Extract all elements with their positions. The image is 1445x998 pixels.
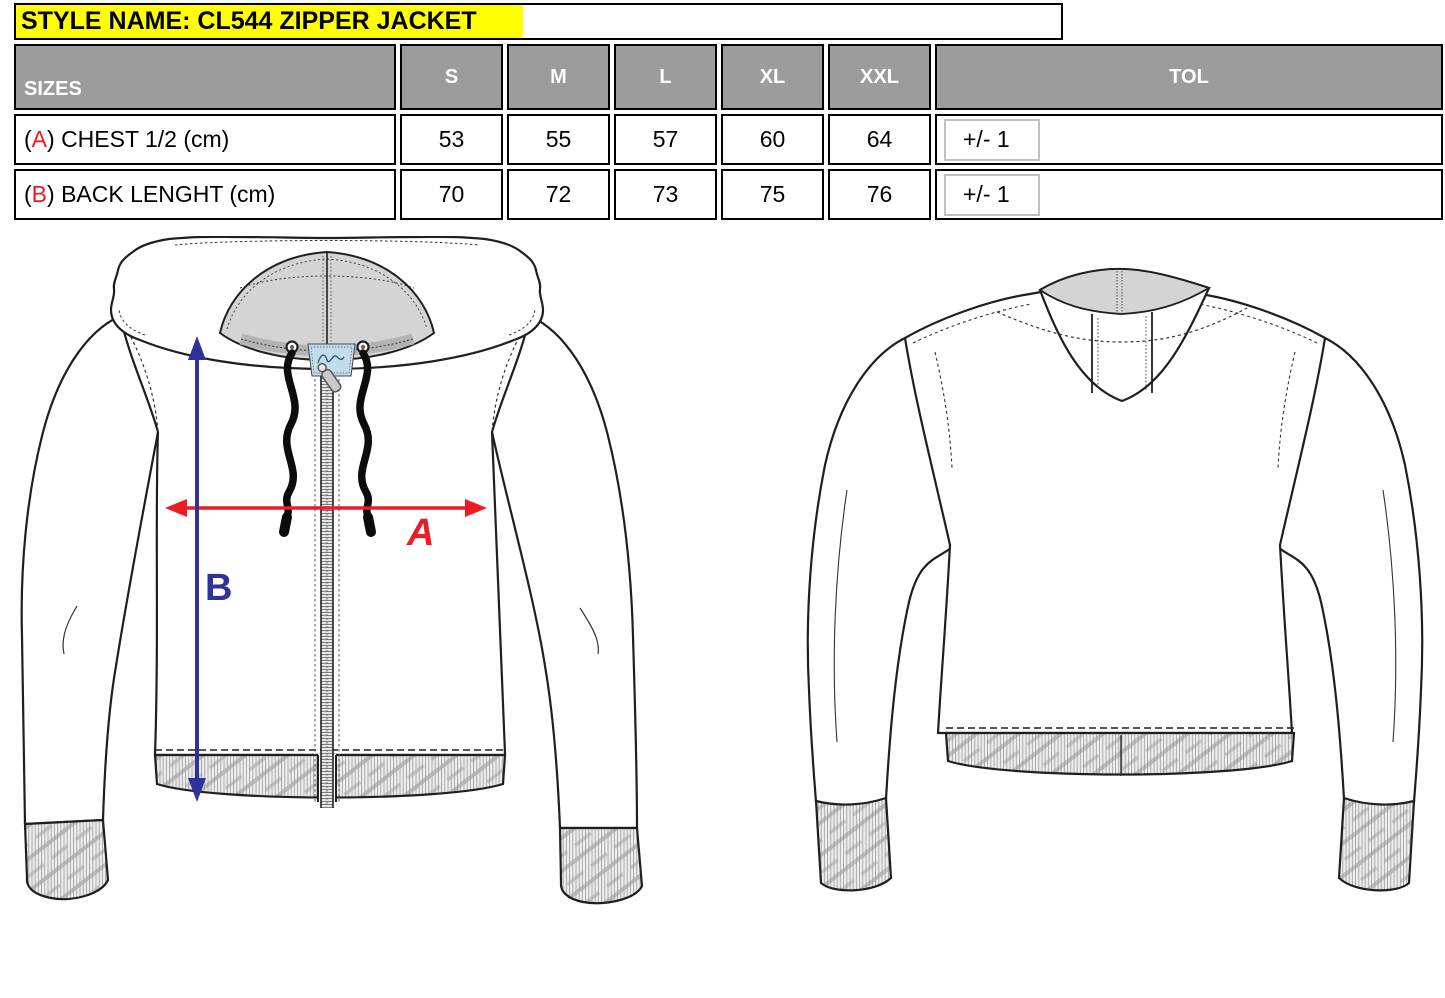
front-sleeve-right (490, 314, 639, 830)
front-technical-drawing: A B (20, 236, 644, 905)
chest-value-m: 55 (507, 114, 610, 165)
back-hood-lining (1038, 268, 1212, 315)
header-size-s: S (400, 44, 503, 110)
header-size-l: L (614, 44, 717, 110)
style-name-bar: STYLE NAME: CL544 ZIPPER JACKET (14, 3, 1063, 40)
backlength-value-xl: 75 (721, 169, 824, 220)
style-name-text: STYLE NAME: CL544 ZIPPER JACKET (21, 7, 477, 35)
row-backlength-label: (B) BACK LENGHT (cm) (14, 169, 396, 220)
chest-tol-cell: +/- 1 (935, 114, 1443, 165)
back-sleeve-crease-right (1382, 489, 1397, 743)
zipper-slider (317, 362, 342, 393)
row-backlength-text: ) BACK LENGHT (cm) (47, 181, 276, 207)
front-zipper (314, 360, 340, 808)
back-sleeves (806, 336, 1424, 807)
front-sleeve-left (20, 314, 160, 826)
front-sleeve-crease-right (579, 607, 599, 655)
back-hood (996, 267, 1248, 403)
row-chest-label: (A) CHEST 1/2 (cm) (14, 114, 396, 165)
back-shoulder-stitch-right (1198, 303, 1318, 344)
drawcord-right (356, 349, 376, 537)
front-sleeves (20, 314, 639, 830)
backlength-value-s: 70 (400, 169, 503, 220)
front-cuff-left (23, 818, 110, 901)
chest-tol-box: +/- 1 (944, 118, 1040, 161)
back-shoulder-stitch-left (912, 303, 1032, 344)
measure-label-a: A (406, 512, 434, 554)
back-armhole-stitch-left (934, 351, 953, 469)
style-name-highlight: STYLE NAME: CL544 ZIPPER JACKET (16, 5, 523, 38)
back-technical-drawing (806, 267, 1424, 892)
header-size-m: M (507, 44, 610, 110)
drawcord-left (279, 349, 299, 537)
header-size-xl: XL (721, 44, 824, 110)
header-tol: TOL (935, 44, 1443, 110)
measure-arrow-b: B (188, 336, 232, 802)
back-cuff-right (1337, 796, 1416, 892)
backlength-tol-box: +/- 1 (944, 173, 1040, 216)
row-backlength-letter: B (31, 181, 48, 207)
chest-value-s: 53 (400, 114, 503, 165)
header-sizes: SIZES (14, 44, 396, 110)
size-table: SIZES S M L XL XXL TOL (A) CHEST 1/2 (cm… (14, 44, 1443, 220)
measure-label-b: B (205, 567, 232, 609)
row-chest-paren-open: ( (24, 126, 32, 152)
row-backlength-paren-open: ( (24, 181, 32, 207)
back-cuff-left (814, 796, 893, 892)
backlength-tol-cell: +/- 1 (935, 169, 1443, 220)
row-chest-letter: A (31, 126, 48, 152)
front-cuff-right (558, 826, 644, 905)
header-size-xxl: XXL (828, 44, 931, 110)
back-hem-ribbing (944, 731, 1296, 776)
row-chest-text: ) CHEST 1/2 (cm) (47, 126, 230, 152)
backlength-value-xxl: 76 (828, 169, 931, 220)
back-sleeve-crease-left (833, 489, 848, 743)
backlength-value-l: 73 (614, 169, 717, 220)
chest-value-xl: 60 (721, 114, 824, 165)
chest-value-l: 57 (614, 114, 717, 165)
back-armhole-stitch-right (1277, 351, 1296, 469)
measure-arrow-a: A (165, 499, 487, 554)
chest-value-xxl: 64 (828, 114, 931, 165)
front-sleeve-crease-left (62, 605, 78, 655)
backlength-value-m: 72 (507, 169, 610, 220)
